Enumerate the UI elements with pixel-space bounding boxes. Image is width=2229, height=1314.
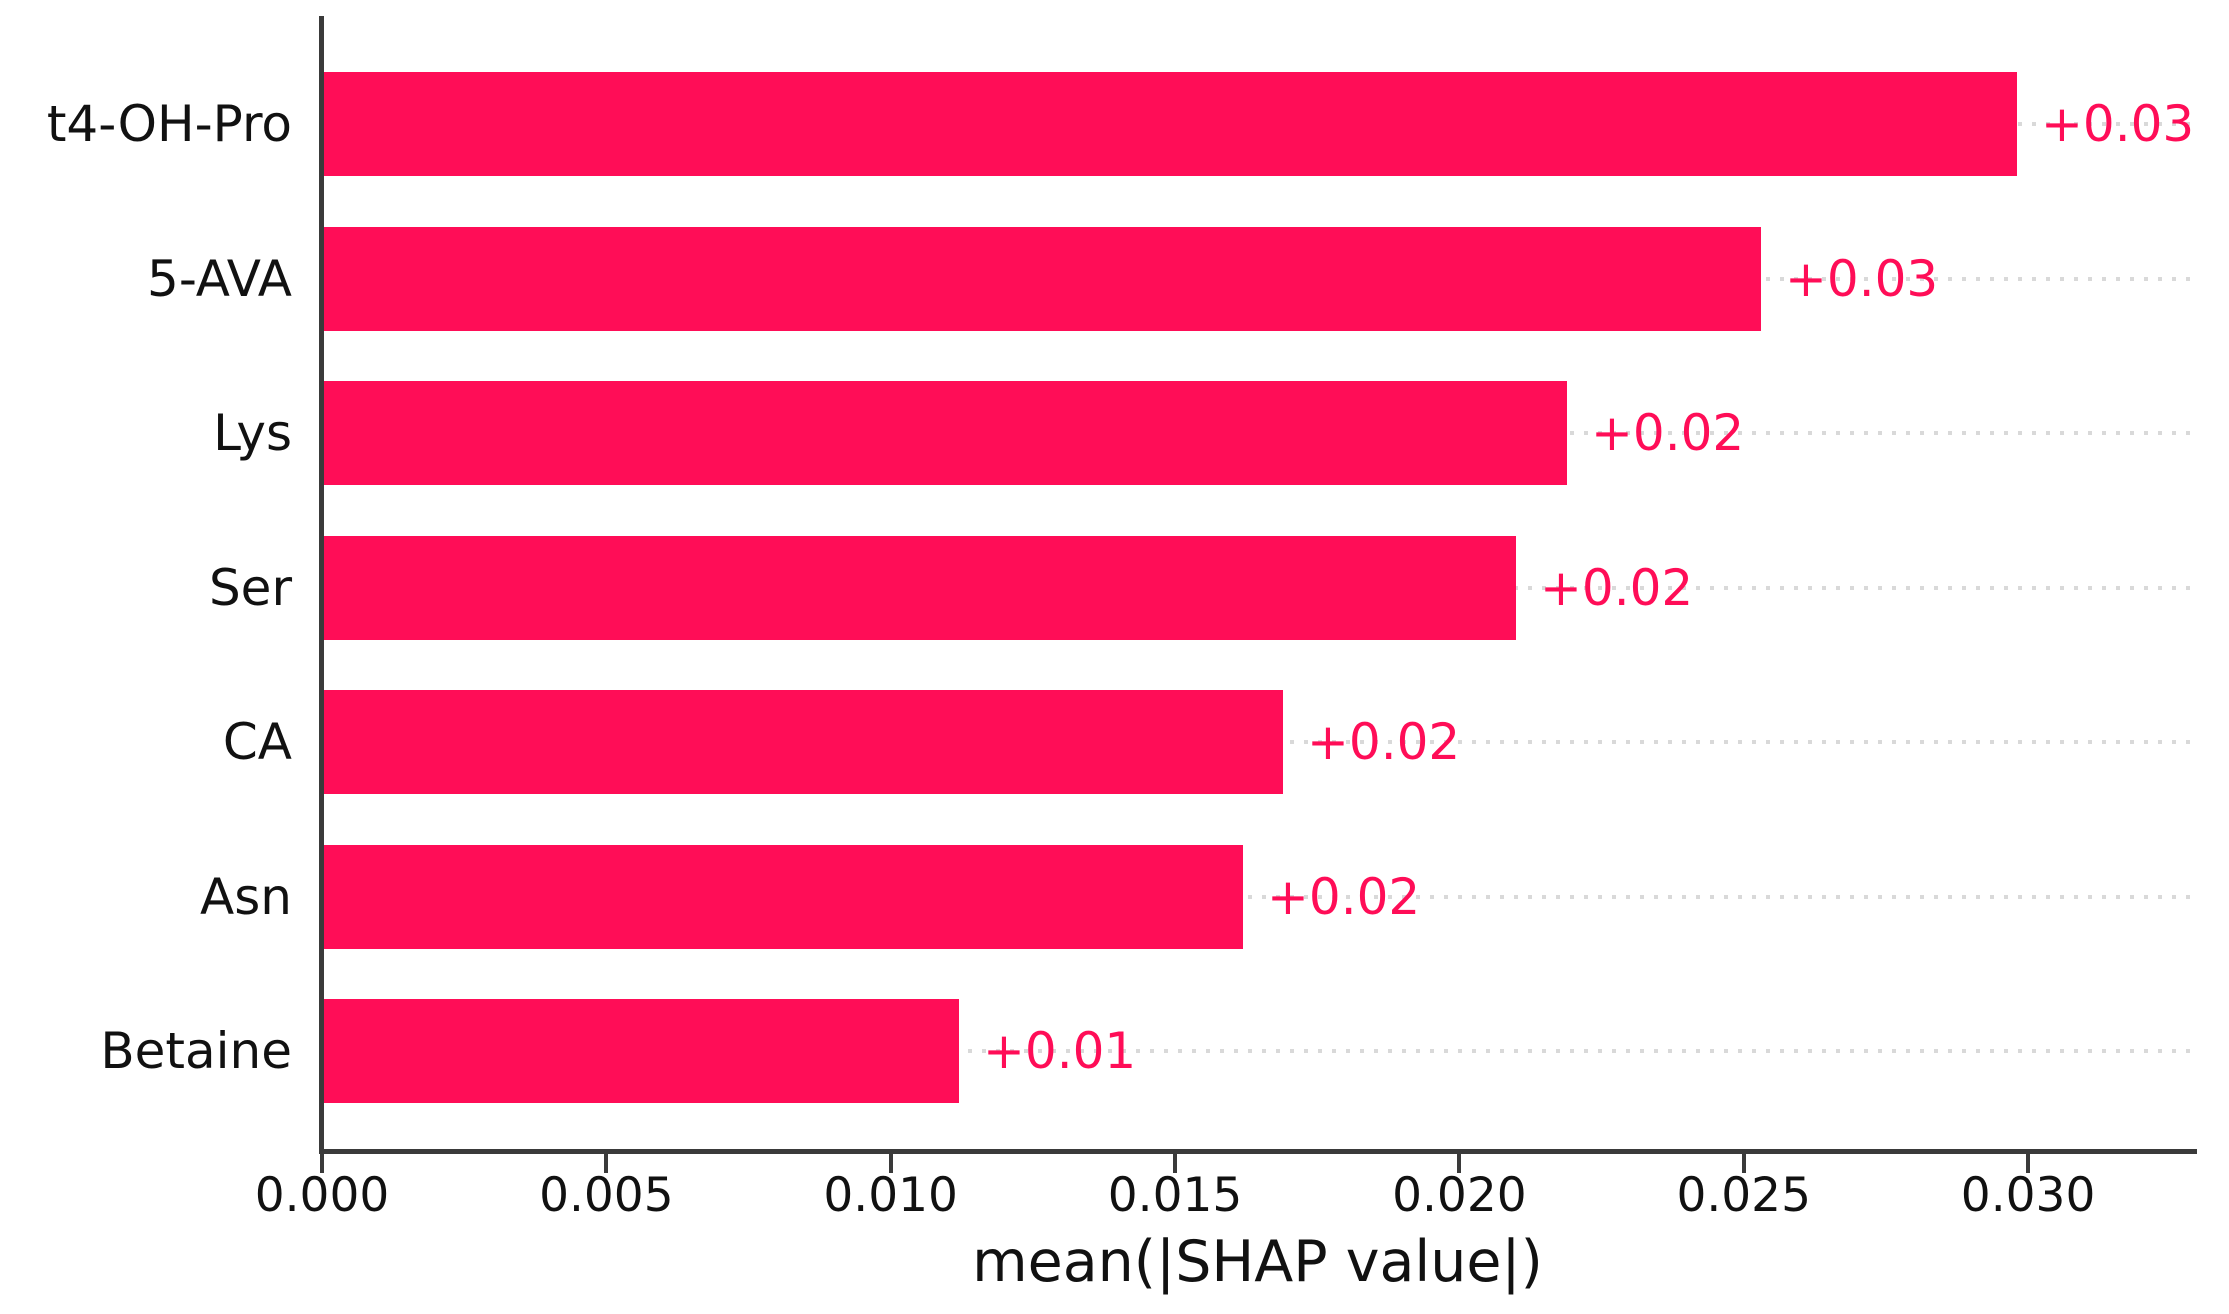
y-category-label: Ser	[208, 558, 292, 617]
x-axis-spine	[319, 1149, 2197, 1154]
y-axis-spine	[319, 16, 324, 1153]
bar-value-label: +0.02	[1267, 867, 1421, 926]
y-category-label: 5-AVA	[147, 249, 292, 308]
x-tick-label: 0.010	[823, 1168, 958, 1223]
bar-value-label: +0.03	[2041, 95, 2195, 153]
x-tick-mark	[320, 1154, 324, 1173]
x-tick-mark	[1741, 1154, 1746, 1173]
bar	[324, 535, 1516, 640]
x-tick-label: 0.005	[539, 1168, 674, 1223]
row-gridline	[324, 1049, 2193, 1053]
bar	[324, 72, 2017, 176]
bar-value-label: +0.02	[1540, 558, 1694, 617]
y-category-label: Lys	[213, 404, 292, 462]
bar-value-label: +0.03	[1785, 249, 1939, 308]
bar	[324, 999, 959, 1103]
bar-value-label: +0.02	[1307, 713, 1461, 771]
bar	[324, 844, 1243, 949]
bar	[324, 381, 1567, 485]
x-tick-mark	[888, 1154, 893, 1173]
bar-value-label: +0.02	[1591, 404, 1745, 462]
row-gridline	[324, 894, 2193, 899]
bar	[324, 226, 1761, 331]
x-tick-label: 0.025	[1676, 1168, 1811, 1223]
x-tick-mark	[2026, 1154, 2031, 1173]
x-tick-mark	[1173, 1154, 1178, 1173]
x-tick-label: 0.015	[1107, 1168, 1243, 1223]
x-tick-label: 0.030	[1960, 1168, 2096, 1223]
x-tick-mark	[1457, 1154, 1462, 1173]
bar-value-label: +0.01	[983, 1022, 1137, 1080]
y-category-label: Betaine	[100, 1022, 292, 1080]
x-tick-label: 0.000	[254, 1168, 390, 1223]
x-tick-label: 0.020	[1392, 1168, 1527, 1223]
x-tick-mark	[604, 1154, 609, 1173]
y-category-label: Asn	[200, 867, 292, 926]
bar	[324, 690, 1283, 794]
y-category-label: t4-OH-Pro	[46, 95, 292, 153]
x-axis-label: mean(|SHAP value|)	[972, 1229, 1543, 1295]
y-category-label: CA	[222, 713, 292, 771]
